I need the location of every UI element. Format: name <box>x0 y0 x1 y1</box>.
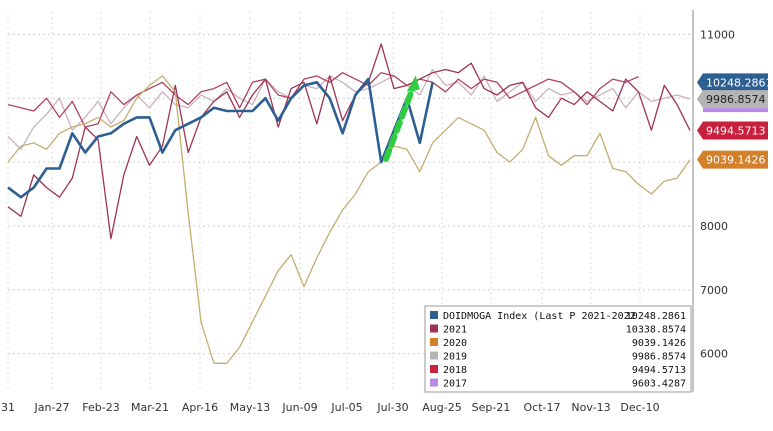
y-tick-label: 6000 <box>700 348 728 361</box>
legend-swatch <box>430 351 438 360</box>
x-tick-label: Oct-17 <box>524 401 561 414</box>
legend-swatch <box>430 311 438 319</box>
value-tag <box>697 150 768 169</box>
legend-entry-name: 2019 <box>443 352 467 363</box>
right-value-tags: 10248.2861 9986.8574 9494.5713 9039.1426 <box>697 73 772 169</box>
x-tick-label: Nov-13 <box>571 401 610 414</box>
x-tick-label: 31 <box>1 401 15 414</box>
legend-box <box>424 305 692 393</box>
legend-entry-value: 10248.2861 <box>626 311 686 322</box>
series-line-2019 <box>7 68 691 150</box>
value-tag-label: 9986.8574 <box>706 93 766 106</box>
legend-entry-value: 9986.8574 <box>632 352 686 363</box>
legend-swatch <box>430 365 438 373</box>
x-tick-label: Jul-05 <box>330 401 362 414</box>
value-tag-label: 9494.5713 <box>706 125 766 138</box>
x-tick-label: Jan-27 <box>34 401 70 414</box>
legend-entry-value: 9603.4287 <box>632 379 686 390</box>
legend-entry-value: 9039.1426 <box>632 338 686 349</box>
x-tick-label: Apr-16 <box>182 401 218 414</box>
x-tick-label: May-13 <box>230 401 271 414</box>
value-tag <box>697 121 768 140</box>
x-tick-label: Jul-30 <box>376 401 408 414</box>
legend-entry-name: 2018 <box>443 365 467 376</box>
legend-entry-name: 2020 <box>443 338 467 349</box>
x-tick-label: Jun-09 <box>281 401 317 414</box>
y-tick-label: 7000 <box>700 284 728 297</box>
series-line-2020 <box>7 75 691 364</box>
legend-entry-name: 2017 <box>443 379 467 390</box>
x-tick-label: Dec-10 <box>620 401 659 414</box>
y-tick-label: 11000 <box>700 28 735 41</box>
value-tag-label: 9039.1426 <box>706 154 766 167</box>
legend-entry-value: 10338.8574 <box>626 325 686 336</box>
annotation-arrowhead <box>406 75 420 92</box>
legend-swatch <box>430 324 438 333</box>
series-line-2018 <box>7 43 691 240</box>
y-tick-label: 8000 <box>700 220 728 233</box>
x-tick-labels: 31 Jan-27 Feb-23 Mar-21 Apr-16 May-13 Jun-09 Ju… <box>1 401 660 414</box>
series-line-2021 <box>7 72 639 128</box>
annotation-dashed-line <box>383 82 417 162</box>
x-tick-label: Sep-21 <box>472 401 511 414</box>
legend-entry-value: 9494.5713 <box>632 365 686 376</box>
x-tick-label: Mar-21 <box>131 401 169 414</box>
legend-swatch <box>430 338 438 346</box>
legend: DOIDMOGA Index (Last P 2021-202210248.28… <box>424 305 692 393</box>
series-lines <box>7 43 691 364</box>
legend-entry-name: 2021 <box>443 325 467 336</box>
value-tag-label: 10248.2861 <box>706 76 772 89</box>
legend-entry-name: DOIDMOGA Index (Last P 2021-2022 <box>443 311 636 322</box>
value-tag-2017 <box>703 108 768 113</box>
annotation-arrow <box>383 75 420 162</box>
x-tick-label: Feb-23 <box>82 401 119 414</box>
value-tag <box>697 73 768 92</box>
x-tick-label: Aug-25 <box>422 401 461 414</box>
value-tag <box>697 90 768 109</box>
series-line-doidmoga <box>7 77 434 199</box>
legend-swatch <box>430 378 438 387</box>
